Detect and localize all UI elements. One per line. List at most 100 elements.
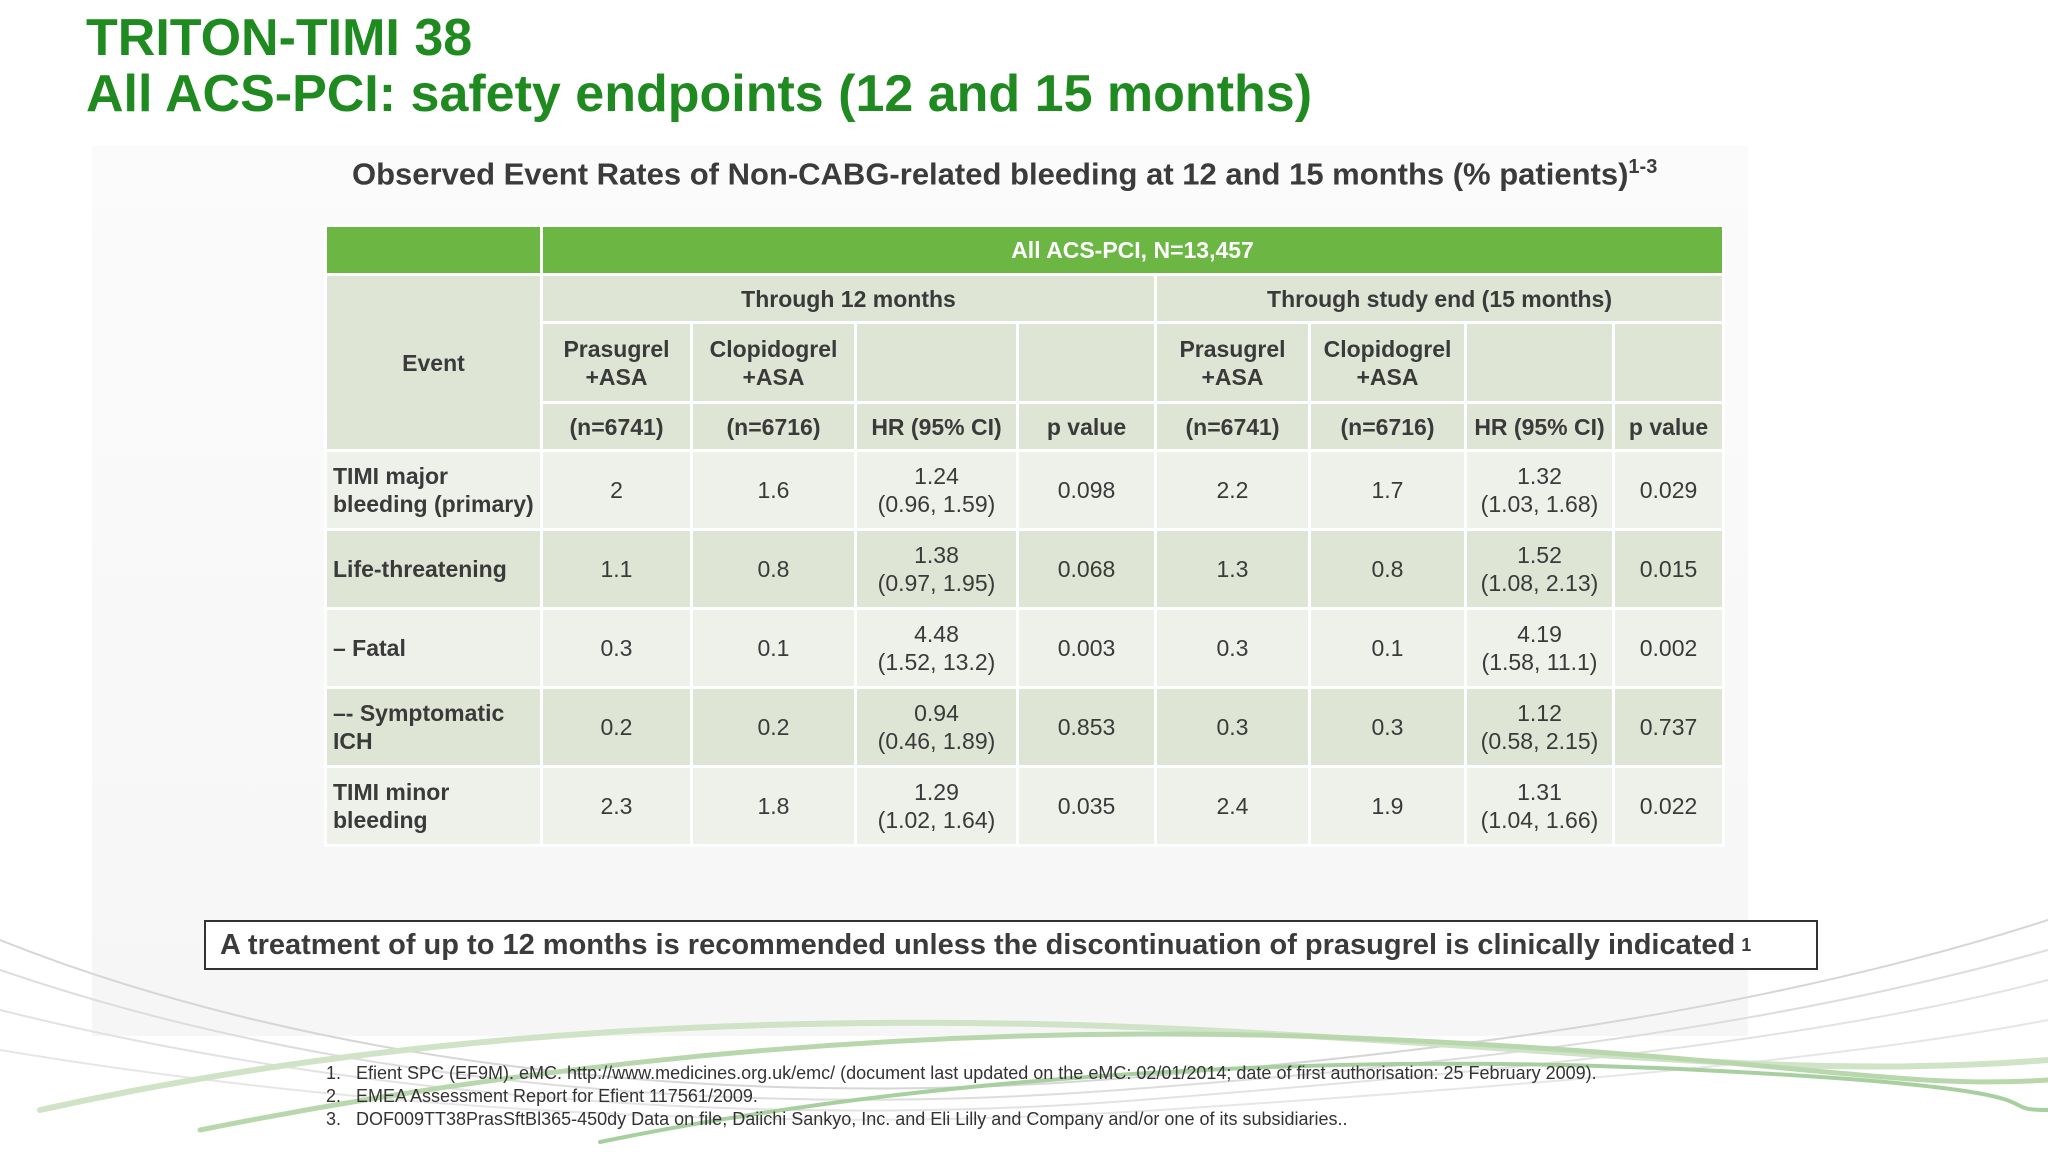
p-15-header: p value bbox=[1611, 401, 1726, 452]
blank-header-cell bbox=[1464, 321, 1615, 404]
p-15-value: 0.002 bbox=[1611, 607, 1726, 689]
n-header-row: (n=6741) (n=6716) HR (95% CI) p value (n… bbox=[326, 401, 1726, 452]
p-12-value: 0.068 bbox=[1016, 528, 1157, 610]
n-prasugrel-12: (n=6741) bbox=[540, 401, 693, 452]
ci-value: (0.46, 1.89) bbox=[877, 728, 996, 754]
hr-12-cell: 1.38 (0.97, 1.95) bbox=[854, 528, 1019, 610]
hr-value: 1.38 bbox=[914, 542, 959, 568]
hr-value: 1.52 bbox=[1517, 542, 1562, 568]
recommendation-box: A treatment of up to 12 months is recomm… bbox=[204, 920, 1818, 970]
ci-value: (1.02, 1.64) bbox=[877, 807, 996, 833]
hr-value: 4.19 bbox=[1517, 621, 1562, 647]
clopidogrel-15-header: Clopidogrel +ASA bbox=[1308, 321, 1467, 404]
hr-value: 1.32 bbox=[1517, 463, 1562, 489]
table-row: –- Symptomatic ICH 0.2 0.2 0.94 (0.46, 1.… bbox=[324, 686, 1726, 768]
hr-15-cell: 1.32 (1.03, 1.68) bbox=[1464, 449, 1615, 531]
prasugrel-15-value: 1.3 bbox=[1154, 528, 1311, 610]
ci-value: (0.97, 1.95) bbox=[877, 570, 996, 596]
p-15-value: 0.022 bbox=[1611, 765, 1726, 847]
event-label: TIMI major bleeding (primary) bbox=[324, 449, 543, 531]
hr-value: 1.29 bbox=[914, 779, 959, 805]
reference-item: 2. EMEA Assessment Report for Efient 1175… bbox=[326, 1085, 1597, 1108]
references-list: 1. Efient SPC (EF9M). eMC. http://www.med… bbox=[326, 1062, 1597, 1131]
table-row: Life-threatening 1.1 0.8 1.38 (0.97, 1.95… bbox=[324, 528, 1726, 610]
event-label: –- Symptomatic ICH bbox=[324, 686, 543, 768]
clopidogrel-15-value: 1.9 bbox=[1308, 765, 1467, 847]
prasugrel-15-value: 2.4 bbox=[1154, 765, 1311, 847]
prasugrel-12-value: 2.3 bbox=[540, 765, 693, 847]
reference-item: 3. DOF009TT38PrasSftBl365-450dy Data on f… bbox=[326, 1108, 1597, 1131]
hr-12-cell: 0.94 (0.46, 1.89) bbox=[854, 686, 1019, 768]
reference-item: 1. Efient SPC (EF9M). eMC. http://www.med… bbox=[326, 1062, 1597, 1085]
hr-12-cell: 4.48 (1.52, 13.2) bbox=[854, 607, 1019, 689]
p-12-header: p value bbox=[1016, 401, 1157, 452]
n-clopidogrel-12: (n=6716) bbox=[690, 401, 857, 452]
event-label: TIMI minor bleeding bbox=[324, 765, 543, 847]
clopidogrel-15-value: 0.3 bbox=[1308, 686, 1467, 768]
reference-text: Efient SPC (EF9M). eMC. http://www.medic… bbox=[356, 1063, 1597, 1083]
title-line-1: TRITON-TIMI 38 bbox=[86, 9, 473, 67]
hr-value: 1.12 bbox=[1517, 700, 1562, 726]
clopidogrel-12-value: 0.1 bbox=[690, 607, 857, 689]
blank-header-cell bbox=[854, 321, 1019, 404]
p-15-value: 0.015 bbox=[1611, 528, 1726, 610]
prasugrel-15-header: Prasugrel +ASA bbox=[1154, 321, 1311, 404]
prasugrel-12-value: 1.1 bbox=[540, 528, 693, 610]
event-label: Life-threatening bbox=[324, 528, 543, 610]
recommendation-superscript: 1 bbox=[1741, 934, 1752, 955]
n-clopidogrel-15: (n=6716) bbox=[1308, 401, 1467, 452]
prasugrel-15-value: 0.3 bbox=[1154, 686, 1311, 768]
p-15-value: 0.029 bbox=[1611, 449, 1726, 531]
recommendation-text: A treatment of up to 12 months is recomm… bbox=[220, 928, 1736, 961]
table-subtitle: Observed Event Rates of Non-CABG-related… bbox=[352, 156, 1657, 192]
period-12-header: Through 12 months bbox=[540, 273, 1157, 324]
header-corner bbox=[324, 224, 543, 276]
clopidogrel-12-value: 1.8 bbox=[690, 765, 857, 847]
prasugrel-12-header: Prasugrel +ASA bbox=[540, 321, 693, 404]
table-row: TIMI minor bleeding 2.3 1.8 1.29 (1.02, 1… bbox=[324, 765, 1726, 847]
ci-value: (0.58, 2.15) bbox=[1480, 728, 1599, 754]
hr-15-cell: 4.19 (1.58, 11.1) bbox=[1464, 607, 1615, 689]
hr-12-header: HR (95% CI) bbox=[854, 401, 1019, 452]
reference-text: DOF009TT38PrasSftBl365-450dy Data on fil… bbox=[356, 1109, 1348, 1129]
prasugrel-15-value: 0.3 bbox=[1154, 607, 1311, 689]
hr-value: 4.48 bbox=[914, 621, 959, 647]
ci-value: (0.96, 1.59) bbox=[877, 491, 996, 517]
hr-12-cell: 1.29 (1.02, 1.64) bbox=[854, 765, 1019, 847]
population-header: All ACS-PCI, N=13,457 bbox=[539, 224, 1726, 276]
prasugrel-12-value: 0.2 bbox=[540, 686, 693, 768]
population-header-row: All ACS-PCI, N=13,457 bbox=[324, 224, 1726, 276]
p-12-value: 0.853 bbox=[1016, 686, 1157, 768]
table-row: TIMI major bleeding (primary) 2 1.6 1.24… bbox=[324, 449, 1726, 531]
period-15-header: Through study end (15 months) bbox=[1153, 273, 1726, 324]
ci-value: (1.52, 13.2) bbox=[877, 649, 996, 675]
event-column-header: Event bbox=[324, 273, 543, 452]
blank-header-cell bbox=[1016, 321, 1157, 404]
blank-header-cell bbox=[1611, 321, 1726, 404]
treatment-header-row: Prasugrel +ASA Clopidogrel +ASA Prasugre… bbox=[326, 321, 1726, 404]
reference-text: EMEA Assessment Report for Efient 117561… bbox=[356, 1086, 758, 1106]
p-12-value: 0.003 bbox=[1016, 607, 1157, 689]
event-label: – Fatal bbox=[324, 607, 543, 689]
clopidogrel-15-value: 1.7 bbox=[1308, 449, 1467, 531]
clopidogrel-12-value: 1.6 bbox=[690, 449, 857, 531]
table-row: – Fatal 0.3 0.1 4.48 (1.52, 13.2) 0.003 0… bbox=[324, 607, 1726, 689]
hr-value: 1.31 bbox=[1517, 779, 1562, 805]
clopidogrel-12-header: Clopidogrel +ASA bbox=[690, 321, 857, 404]
hr-value: 1.24 bbox=[914, 463, 959, 489]
title-line-2: All ACS-PCI: safety endpoints (12 and 15… bbox=[86, 65, 1313, 123]
p-12-value: 0.098 bbox=[1016, 449, 1157, 531]
hr-15-header: HR (95% CI) bbox=[1464, 401, 1615, 452]
hr-15-cell: 1.31 (1.04, 1.66) bbox=[1464, 765, 1615, 847]
slide-title: TRITON-TIMI 38 All ACS-PCI: safety endpo… bbox=[86, 10, 1312, 122]
ci-value: (1.58, 11.1) bbox=[1481, 649, 1598, 675]
ci-value: (1.04, 1.66) bbox=[1480, 807, 1599, 833]
clopidogrel-12-value: 0.2 bbox=[690, 686, 857, 768]
reference-number: 3. bbox=[326, 1109, 342, 1129]
hr-12-cell: 1.24 (0.96, 1.59) bbox=[854, 449, 1019, 531]
ci-value: (1.08, 2.13) bbox=[1480, 570, 1599, 596]
subtitle-superscript: 1-3 bbox=[1628, 156, 1658, 178]
hr-15-cell: 1.52 (1.08, 2.13) bbox=[1464, 528, 1615, 610]
p-12-value: 0.035 bbox=[1016, 765, 1157, 847]
subtitle-text: Observed Event Rates of Non-CABG-related… bbox=[352, 156, 1629, 192]
